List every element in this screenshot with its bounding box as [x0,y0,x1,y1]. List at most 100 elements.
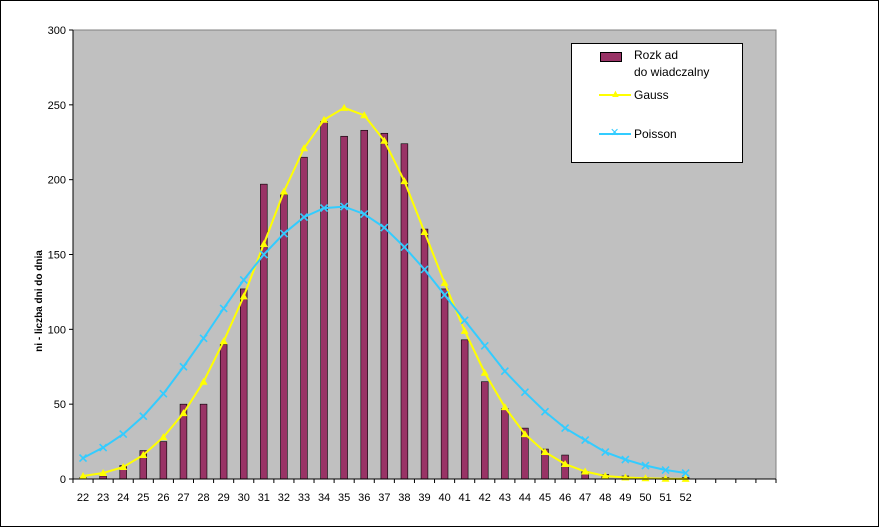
x-tick-label: 32 [278,492,290,504]
data-point [78,453,88,463]
data-point-stroke [259,250,268,259]
bar [440,288,449,480]
legend-bar-label-1: Rozk ad [634,48,679,62]
data-point [520,430,529,438]
bar [380,132,389,480]
x-tick-label: 30 [238,492,250,504]
data-point [681,468,690,478]
bar [240,288,248,480]
data-point-stroke [139,412,148,421]
data-point-stroke [460,316,469,325]
data-point [139,451,148,459]
data-point [420,228,429,236]
data-point [641,461,650,470]
bar [219,343,228,480]
data-point [340,103,349,111]
data-point-stroke [380,223,389,232]
data-point [500,403,509,411]
legend: Rozk ad do wiadczalny ▲ Gauss ✕ Poisson [571,43,743,163]
data-point-stroke [540,407,550,416]
data-point [119,430,128,439]
data-point-stroke [681,468,690,478]
x-tick-label: 46 [559,492,571,504]
data-point [99,469,108,477]
x-tick-label: 52 [679,492,691,504]
legend-gauss-line [599,94,631,96]
data-point [259,240,268,248]
data-point-stroke [239,275,248,285]
data-point [581,467,590,475]
data-point-stroke [360,210,369,219]
x-tick-label: 42 [479,492,491,504]
data-point [139,412,148,421]
data-point [460,326,469,334]
legend-bar-label-2: do wiadczalny [634,65,710,79]
data-point-stroke [661,465,670,475]
legend-gauss-label: Gauss [634,88,669,102]
data-point-stroke [520,388,529,397]
data-point [661,465,670,475]
data-point [279,187,288,195]
data-point [681,474,690,482]
x-tick-label: 34 [318,492,330,504]
data-point [320,204,329,213]
data-point [340,202,349,211]
y-axis-label: ni - liczba dni do dnia [34,250,45,352]
x-tick-label: 49 [619,492,631,504]
bar [360,129,368,480]
x-tick-label: 50 [639,492,651,504]
data-point [299,144,308,152]
data-point-stroke [440,290,449,299]
data-point [581,436,590,445]
bar [501,408,509,480]
bar [481,381,489,480]
data-point-stroke [561,424,570,433]
bar [300,156,308,480]
bar [159,441,168,480]
x-tick-label: 43 [499,492,511,504]
data-point [119,463,128,471]
x-tick-label: 38 [398,492,410,504]
data-point [259,250,268,259]
data-point-stroke [179,362,188,371]
data-point-stroke [641,461,650,470]
x-tick-label: 39 [418,492,430,504]
data-point [601,472,610,480]
x-tick-label: 44 [519,492,531,504]
triangle-marker-icon: ▲ [610,88,621,100]
data-point [661,474,670,482]
gauss-series [79,103,690,482]
bar [320,120,328,480]
bar [460,339,469,480]
data-point-stroke [99,443,108,452]
data-point-stroke [500,367,509,376]
data-point-stroke [299,213,309,222]
x-tick-label: 45 [539,492,551,504]
data-point [159,389,168,398]
data-point [199,377,208,385]
data-point [440,278,449,286]
x-tick-label: 25 [137,492,149,504]
x-tick-label: 26 [157,492,169,504]
data-point-stroke [621,455,630,464]
x-tick-label: 31 [258,492,270,504]
data-point [239,292,248,300]
data-point [440,290,449,299]
x-tick-label: 37 [378,492,390,504]
x-tick-label: 51 [659,492,671,504]
data-point [601,447,610,457]
legend-bar-swatch [600,52,622,62]
data-point-stroke [480,341,489,350]
data-point-stroke [420,265,429,274]
data-point [541,448,550,456]
data-point [460,316,469,325]
data-point-stroke [199,334,208,343]
legend-poisson-label: Poisson [634,127,677,141]
bar [340,135,348,480]
data-point [380,136,389,144]
y-tick-label: 300 [48,25,66,37]
x-tick-label: 40 [438,492,450,504]
data-point [480,341,489,350]
